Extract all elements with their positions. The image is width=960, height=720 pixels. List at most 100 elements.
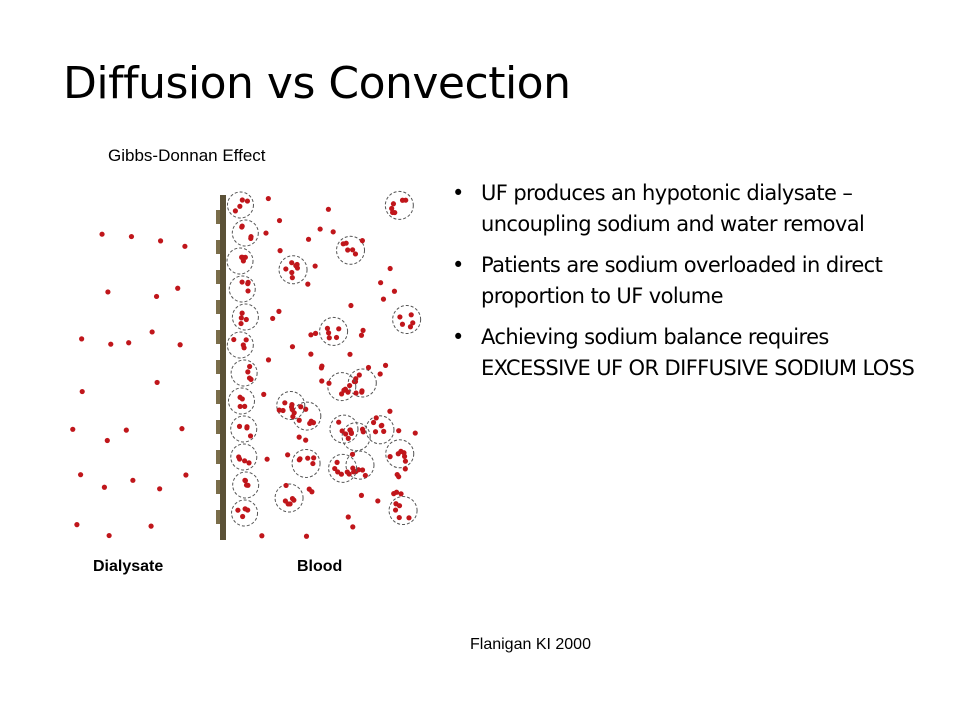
ion: [324, 325, 331, 331]
ion: [298, 404, 304, 410]
ion: [70, 426, 76, 432]
ion: [326, 380, 332, 386]
ion: [312, 330, 319, 336]
ion: [380, 296, 387, 302]
ion: [239, 279, 245, 285]
ion: [412, 430, 418, 436]
ion: [311, 455, 317, 461]
ion: [179, 426, 185, 432]
ion: [408, 312, 414, 318]
ion-cluster: [329, 414, 359, 444]
ion: [236, 454, 242, 460]
ion: [410, 320, 416, 326]
ion: [264, 456, 270, 462]
ion: [350, 524, 356, 530]
ion-cluster: [274, 483, 304, 513]
ion: [74, 522, 80, 528]
ion: [296, 457, 302, 463]
ion: [282, 498, 288, 504]
ion: [294, 261, 300, 268]
ion: [340, 241, 346, 247]
membrane-pore: [216, 510, 220, 524]
ion: [352, 251, 359, 257]
ion: [123, 427, 129, 433]
ion: [106, 532, 112, 539]
ion-cluster: [327, 372, 357, 402]
ion-cluster: [336, 235, 366, 265]
ion: [308, 351, 314, 357]
ion: [276, 217, 283, 224]
ion: [348, 302, 354, 309]
ion-cluster: [276, 391, 306, 421]
ion: [289, 344, 296, 350]
ion: [240, 342, 246, 348]
ion: [126, 340, 132, 346]
ion: [355, 467, 362, 473]
ion: [336, 419, 342, 425]
ion: [246, 460, 252, 466]
bullet-list: UF produces an hypotonic dialysate – unc…: [452, 178, 930, 394]
ion: [370, 419, 377, 426]
ion: [247, 363, 253, 370]
ion-cluster: [230, 415, 258, 443]
ion: [289, 269, 295, 276]
ion: [310, 460, 316, 467]
ion: [263, 230, 269, 236]
ion: [407, 324, 414, 330]
ion: [289, 495, 296, 502]
ion: [248, 234, 254, 240]
ion: [285, 452, 291, 458]
ion: [396, 514, 402, 521]
ion: [334, 459, 340, 465]
ion: [382, 362, 389, 368]
ion: [245, 507, 251, 513]
bullet: UF produces an hypotonic dialysate – unc…: [452, 178, 930, 240]
ion-cluster: [365, 415, 395, 445]
ion: [349, 247, 356, 253]
figure-caption: Gibbs-Donnan Effect: [108, 146, 266, 165]
membrane-pore: [216, 240, 220, 254]
ion: [182, 243, 188, 249]
ion: [339, 428, 345, 434]
ion-cluster: [226, 247, 254, 275]
dialysate-label: Dialysate: [93, 558, 164, 575]
ion: [157, 238, 164, 244]
blood-label: Blood: [297, 558, 343, 575]
ion: [240, 513, 246, 520]
ion: [365, 364, 372, 371]
ion: [231, 336, 237, 343]
ion: [358, 492, 365, 498]
ion: [241, 458, 248, 464]
ion: [289, 401, 295, 408]
ion: [289, 275, 295, 281]
ion: [242, 477, 248, 483]
ion: [282, 400, 288, 406]
ion: [265, 195, 271, 202]
ion: [283, 482, 289, 489]
ion: [345, 514, 351, 520]
ion: [305, 236, 312, 242]
ion: [396, 474, 402, 480]
membrane-pore: [216, 480, 220, 494]
ion-cluster: [228, 275, 256, 303]
diagram: [70, 190, 422, 540]
ion: [245, 369, 251, 375]
ion: [243, 337, 249, 343]
ion: [244, 198, 251, 204]
ion: [245, 279, 251, 285]
ion: [259, 533, 265, 539]
ion: [396, 503, 403, 509]
membrane: [220, 195, 226, 540]
ion-cluster: [226, 331, 254, 359]
ion: [242, 254, 248, 260]
ion: [280, 407, 286, 414]
ion-cluster: [388, 496, 418, 526]
ion: [348, 429, 354, 436]
ion: [381, 428, 387, 434]
membrane-pore: [216, 210, 220, 224]
ion: [333, 334, 340, 341]
ion-cluster: [292, 401, 322, 431]
ion: [390, 201, 397, 207]
ion: [338, 391, 345, 397]
ion: [77, 472, 84, 478]
